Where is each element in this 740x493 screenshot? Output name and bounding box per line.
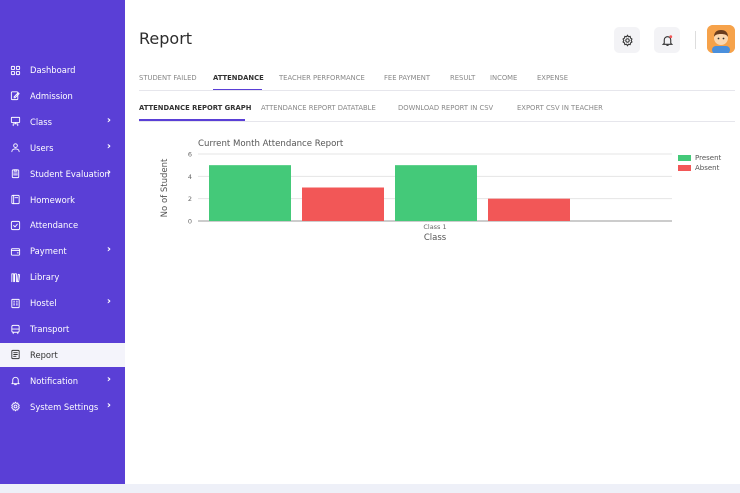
- building-icon: [10, 298, 21, 309]
- sidebar-item-label: Student Evaluation: [30, 168, 110, 179]
- page-title: Report: [139, 29, 193, 48]
- bell-icon: [10, 375, 21, 386]
- sidebar-item-label: Hostel: [30, 298, 57, 309]
- tab-teacher-performance[interactable]: TEACHER PERFORMANCE: [279, 74, 365, 82]
- settings-button[interactable]: [614, 27, 640, 53]
- sidebar-item-label: Dashboard: [30, 65, 76, 75]
- tab-income[interactable]: INCOME: [490, 74, 518, 82]
- sidebar-item-label: System Settings: [30, 401, 99, 412]
- x-tick-label: Class 1: [423, 223, 446, 231]
- user-avatar-icon: [707, 25, 735, 53]
- bar-absent-2: [302, 187, 384, 221]
- sidebar-item-users[interactable]: Users ›: [0, 136, 125, 160]
- sidebar-item-label: Notification: [30, 375, 79, 386]
- classroom-icon: [10, 116, 21, 127]
- grid-icon: [10, 65, 21, 76]
- sidebar-item-payment[interactable]: Payment ›: [0, 239, 125, 263]
- sidebar-item-transport[interactable]: Transport: [0, 317, 125, 341]
- avatar[interactable]: [707, 25, 735, 53]
- sidebar-item-label: Library: [30, 272, 60, 283]
- chevron-right-icon: ›: [106, 114, 111, 126]
- tab-fee-payment[interactable]: FEE PAYMENT: [384, 74, 430, 82]
- sidebar: Dashboard Admission Class › Users › Student Ev…: [0, 0, 125, 484]
- gear-icon: [621, 33, 633, 47]
- chevron-right-icon: ›: [106, 373, 111, 385]
- sidebar-item-attendance[interactable]: Attendance: [0, 213, 125, 237]
- y-tick-label: 4: [188, 173, 192, 181]
- bar-present-3: [395, 165, 477, 221]
- clipboard-icon: [10, 168, 21, 179]
- chevron-right-icon: ›: [106, 296, 111, 308]
- chevron-right-icon: ›: [106, 244, 111, 256]
- subtab-attendance-report-graph[interactable]: ATTENDANCE REPORT GRAPH: [139, 104, 252, 112]
- y-tick-label: 6: [188, 151, 192, 159]
- subtab-export-csv-in-teacher[interactable]: EXPORT CSV IN TEACHER: [517, 104, 603, 112]
- sidebar-item-homework[interactable]: Homework: [0, 188, 125, 212]
- sidebar-item-label: Class: [30, 116, 53, 127]
- x-axis-label: Class: [424, 233, 447, 243]
- book-icon: [10, 194, 21, 205]
- y-tick-label: 0: [188, 218, 192, 226]
- sidebar-item-label: Payment: [30, 246, 67, 257]
- y-tick-label: 2: [188, 195, 192, 203]
- sidebar-item-student-evaluation[interactable]: Student Evaluation ›: [0, 162, 125, 186]
- subtab-download-report-in-csv[interactable]: DOWNLOAD REPORT IN CSV: [398, 104, 494, 112]
- sidebar-item-label: Transport: [30, 324, 70, 334]
- legend-item-absent[interactable]: Absent: [678, 163, 721, 173]
- attendance-chart: 0 2 4 6 Class 1 Class No of Student: [160, 151, 672, 243]
- footer-strip: [0, 484, 740, 493]
- sidebar-item-dashboard[interactable]: Dashboard: [0, 58, 125, 82]
- subtab-attendance-report-datatable[interactable]: ATTENDANCE REPORT DATATABLE: [261, 104, 376, 112]
- subtabs-divider: [139, 121, 735, 122]
- sidebar-item-admission[interactable]: Admission: [0, 84, 125, 108]
- notification-button[interactable]: [654, 27, 680, 53]
- tab-result[interactable]: RESULT: [450, 74, 476, 82]
- wallet-icon: [10, 246, 21, 257]
- tab-expense[interactable]: EXPENSE: [537, 74, 569, 82]
- chevron-right-icon: ›: [106, 166, 111, 178]
- header-divider: [695, 31, 696, 49]
- sidebar-item-label: Users: [30, 142, 54, 153]
- tabs-divider: [139, 90, 735, 91]
- legend-label: Present: [695, 154, 722, 162]
- gear-icon: [10, 401, 21, 412]
- sidebar-item-system-settings[interactable]: System Settings ›: [0, 395, 125, 419]
- legend-item-present[interactable]: Present: [678, 153, 721, 163]
- bus-icon: [10, 324, 21, 335]
- sidebar-item-library[interactable]: Library: [0, 265, 125, 289]
- report-icon: [10, 349, 21, 360]
- chevron-right-icon: ›: [106, 399, 111, 411]
- chart-title: Current Month Attendance Report: [198, 139, 344, 149]
- checkbox-icon: [10, 220, 21, 231]
- sidebar-item-label: Report: [30, 349, 58, 360]
- sidebar-item-label: Homework: [30, 194, 75, 205]
- sidebar-item-report[interactable]: Report: [0, 342, 125, 367]
- chart-legend: Present Absent: [678, 153, 721, 173]
- tab-student-failed[interactable]: STUDENT FAILED: [139, 74, 197, 82]
- sidebar-item-label: Admission: [30, 90, 73, 101]
- sidebar-item-label: Attendance: [30, 220, 79, 231]
- bell-icon: [661, 34, 673, 46]
- sidebar-item-notification[interactable]: Notification ›: [0, 369, 125, 393]
- legend-swatch: [678, 165, 691, 171]
- bar-present-1: [209, 165, 291, 221]
- tab-attendance[interactable]: ATTENDANCE: [213, 74, 264, 82]
- library-icon: [10, 272, 21, 283]
- edit-icon: [10, 90, 21, 101]
- bar-absent-4: [488, 198, 570, 221]
- user-icon: [10, 142, 21, 153]
- sidebar-item-class[interactable]: Class ›: [0, 110, 125, 134]
- y-axis-label: No of Student: [160, 158, 170, 217]
- legend-label: Absent: [695, 164, 720, 172]
- chevron-right-icon: ›: [106, 140, 111, 152]
- active-tab-indicator: [139, 119, 245, 121]
- legend-swatch: [678, 155, 691, 161]
- sidebar-item-hostel[interactable]: Hostel ›: [0, 291, 125, 315]
